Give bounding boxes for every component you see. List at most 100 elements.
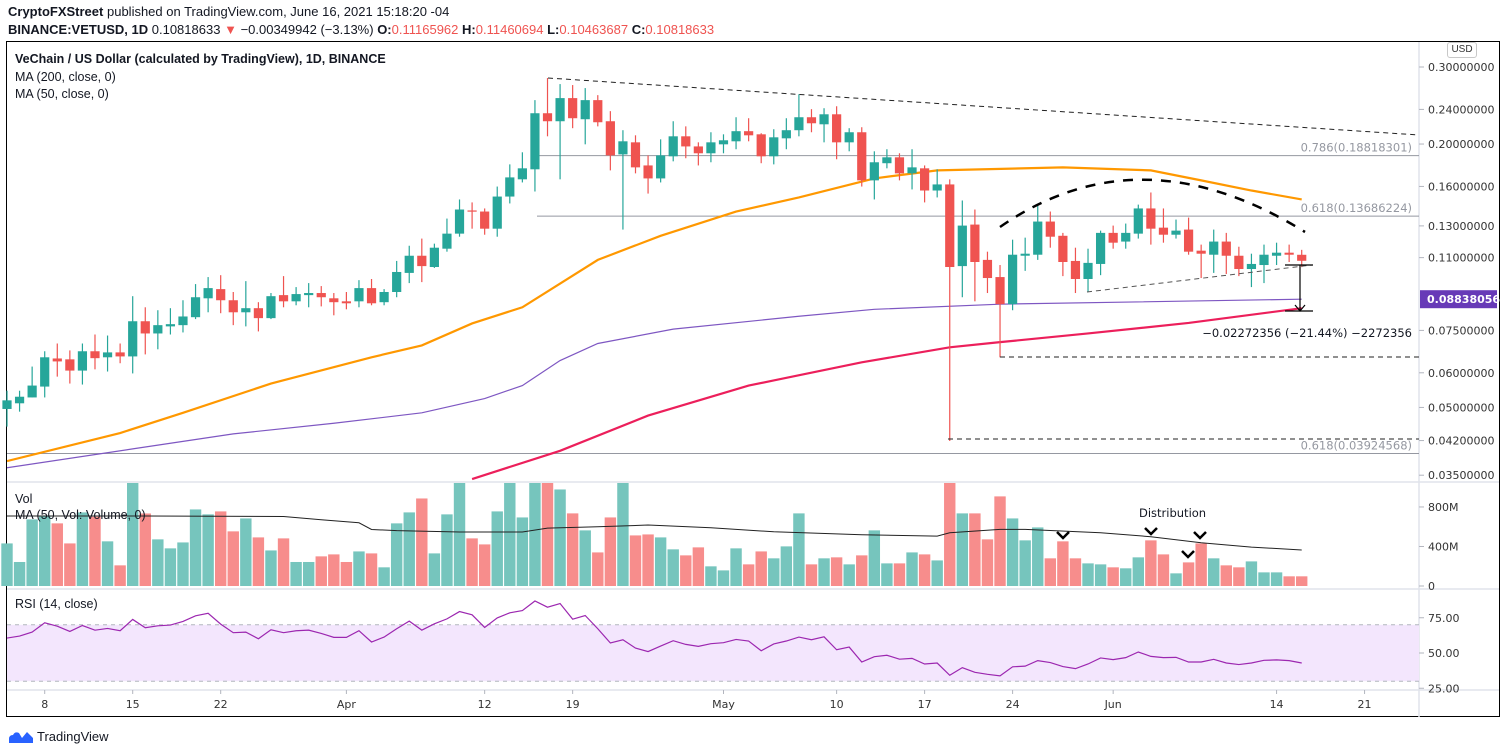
volume-bar[interactable] (1157, 554, 1170, 586)
volume-bar[interactable] (969, 513, 981, 586)
volume-bar[interactable] (152, 539, 164, 586)
candle[interactable] (693, 142, 703, 166)
tradingview-logo[interactable]: TradingView (8, 729, 109, 744)
volume-bar[interactable] (139, 513, 151, 586)
volume-bar[interactable] (64, 543, 76, 586)
candle[interactable] (568, 85, 578, 129)
volume-bar[interactable] (89, 516, 101, 586)
legend-ma200[interactable]: MA (200, close, 0) (15, 70, 116, 84)
candle[interactable] (643, 155, 653, 194)
candle[interactable] (744, 118, 754, 142)
volume-bar[interactable] (1208, 558, 1220, 586)
volume-bar[interactable] (931, 560, 943, 586)
volume-bar[interactable] (994, 496, 1006, 586)
volume-bar[interactable] (252, 537, 265, 586)
candle[interactable] (140, 307, 150, 355)
volume-ma-line[interactable] (7, 515, 1302, 551)
candle[interactable] (1158, 208, 1169, 243)
volume-bar[interactable] (1270, 572, 1283, 586)
candle[interactable] (832, 106, 842, 160)
rounded-top-arc[interactable] (999, 178, 1306, 234)
volume-bar[interactable] (881, 563, 893, 586)
volume-bar[interactable] (516, 517, 529, 586)
candle[interactable] (995, 265, 1005, 358)
candle[interactable] (819, 108, 829, 143)
volume-bar[interactable] (214, 511, 227, 586)
candle[interactable] (392, 260, 402, 298)
candle[interactable] (794, 94, 804, 137)
volume-bar[interactable] (592, 552, 604, 586)
candle[interactable] (542, 78, 553, 137)
candle[interactable] (806, 109, 817, 133)
volume-bar[interactable] (302, 561, 315, 586)
candle[interactable] (957, 200, 967, 298)
volume-bar[interactable] (529, 483, 541, 586)
candle[interactable] (203, 277, 213, 313)
volume-bar[interactable] (1120, 568, 1132, 586)
volume-bar[interactable] (315, 556, 327, 586)
descending-trendline[interactable] (547, 77, 1420, 136)
ma200-line[interactable] (471, 307, 1302, 481)
candle[interactable] (656, 139, 666, 183)
volume-bar[interactable] (717, 570, 730, 586)
volume-bar[interactable] (240, 518, 252, 586)
volume-bar[interactable] (1258, 572, 1270, 586)
volume-bar[interactable] (365, 553, 378, 586)
candle[interactable] (731, 117, 741, 150)
candle[interactable] (869, 151, 879, 200)
volume-bar[interactable] (705, 566, 717, 586)
volume-bar[interactable] (893, 563, 906, 586)
candle[interactable] (517, 152, 527, 183)
volume-bar[interactable] (1233, 567, 1245, 586)
candle[interactable] (366, 278, 377, 306)
candle[interactable] (1246, 253, 1257, 288)
volume-bar[interactable] (918, 554, 931, 586)
candle[interactable] (1108, 225, 1118, 249)
volume-bar[interactable] (868, 530, 881, 586)
ascending-support-line[interactable] (1086, 264, 1313, 293)
volume-bar[interactable] (1132, 557, 1144, 586)
volume-bar[interactable] (1094, 564, 1107, 586)
volume-bar[interactable] (466, 538, 478, 586)
volume-bar[interactable] (26, 519, 38, 586)
candle[interactable] (982, 251, 993, 294)
volume-bar[interactable] (629, 535, 642, 586)
volume-bar[interactable] (981, 539, 994, 586)
candle[interactable] (1259, 244, 1269, 284)
candle[interactable] (907, 149, 917, 190)
volume-bar[interactable] (227, 531, 239, 586)
volume-bar[interactable] (1044, 558, 1057, 586)
candle[interactable] (1033, 205, 1043, 260)
candle[interactable] (945, 179, 955, 442)
candle[interactable] (530, 100, 540, 192)
candle[interactable] (480, 208, 490, 235)
volume-bar[interactable] (742, 564, 755, 586)
candle[interactable] (894, 153, 905, 181)
candle[interactable] (1045, 211, 1055, 248)
candle[interactable] (379, 289, 389, 306)
volume-bar[interactable] (642, 534, 654, 586)
candle[interactable] (1209, 229, 1219, 273)
candle[interactable] (354, 280, 364, 308)
volume-bar[interactable] (554, 489, 566, 586)
candle[interactable] (857, 127, 867, 187)
candle[interactable] (1070, 247, 1081, 294)
volume-bar[interactable] (856, 555, 868, 586)
volume-bar[interactable] (478, 544, 491, 586)
volume-bar[interactable] (1195, 543, 1207, 586)
candle[interactable] (404, 245, 414, 284)
candle[interactable] (1121, 223, 1131, 249)
volume-bar[interactable] (491, 511, 503, 586)
volume-bar[interactable] (818, 558, 830, 586)
candle[interactable] (756, 133, 766, 164)
candle[interactable] (932, 169, 942, 198)
volume-bar[interactable] (667, 549, 679, 586)
candle[interactable] (14, 390, 25, 412)
volume-bar[interactable] (1182, 562, 1195, 586)
candle[interactable] (253, 302, 263, 332)
volume-bar[interactable] (1283, 576, 1295, 586)
rsi-line[interactable] (6, 600, 1302, 677)
currency-button[interactable]: USD (1447, 42, 1477, 58)
candle[interactable] (178, 300, 188, 333)
candle[interactable] (52, 343, 62, 377)
